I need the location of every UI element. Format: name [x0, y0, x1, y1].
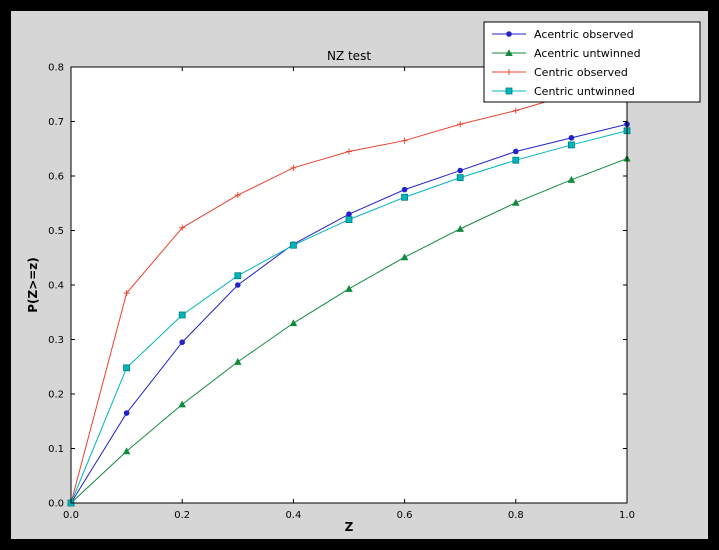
chart-svg: 0.0 0.2 0.4 0.6 0.8 1.0 0.0 0.1 0.2 0.3 0.4 0.5 0.6 0… [26, 21, 701, 534]
x-tick-label: 0.2 [174, 510, 190, 521]
marker-plus [179, 224, 186, 231]
marker-square [401, 193, 409, 201]
marker-circle [179, 339, 185, 346]
marker-plus [401, 137, 408, 144]
marker-square [289, 241, 297, 249]
marker-triangle [178, 400, 186, 408]
y-tick-label: 0.5 [48, 226, 64, 237]
legend-label-acentric-observed: Acentric observed [534, 28, 634, 41]
chart-title: NZ test [327, 49, 371, 63]
marker-triangle [400, 253, 409, 261]
x-axis-label: Z [345, 520, 354, 534]
marker-circle [346, 211, 352, 217]
marker-circle [235, 282, 241, 288]
marker-plus [457, 121, 464, 128]
marker-triangle [456, 225, 464, 232]
marker-plus [234, 192, 241, 199]
y-tick-label: 0.7 [48, 117, 64, 128]
plot-area [71, 67, 627, 503]
marker-circle [401, 186, 408, 193]
y-tick-label: 0.6 [48, 172, 64, 183]
y-tick-label: 0.1 [48, 444, 64, 455]
marker-square [345, 216, 353, 224]
marker-plus [506, 69, 512, 75]
x-tick-label: 0.4 [285, 510, 301, 521]
marker-circle [568, 135, 575, 141]
x-tick-label: 0.6 [397, 510, 413, 521]
x-tick-label: 0.8 [508, 510, 524, 521]
marker-triangle [289, 319, 298, 327]
marker-circle [123, 410, 130, 416]
marker-square [234, 272, 242, 280]
y-tick-label: 0.0 [48, 499, 64, 510]
marker-triangle [234, 358, 242, 365]
y-tick-label: 0.4 [48, 281, 64, 292]
marker-triangle [345, 285, 353, 292]
marker-circle [513, 148, 519, 155]
marker-plus [346, 148, 352, 155]
legend-label-acentric-untwinned: Acentric untwinned [534, 47, 641, 60]
marker-square [505, 87, 513, 95]
x-tick-label: 0.0 [63, 510, 79, 521]
legend-label-centric-observed: Centric observed [534, 66, 628, 79]
marker-triangle [512, 198, 520, 206]
marker-triangle [122, 447, 131, 455]
legend-label-centric-untwinned: Centric untwinned [534, 85, 635, 98]
marker-plus [123, 290, 130, 297]
x-tick-label: 1.0 [619, 510, 635, 521]
ticks-layer: 0.0 0.2 0.4 0.6 0.8 1.0 0.0 0.1 0.2 0.3 0.4 0.5 0.6 0… [48, 63, 635, 522]
y-tick-label: 0.3 [48, 335, 64, 346]
y-tick-label: 0.8 [48, 63, 64, 74]
legend: Acentric observed Acentric untwinned Centr… [483, 21, 701, 103]
y-tick-label: 0.2 [48, 390, 64, 401]
marker-plus [290, 164, 297, 171]
marker-square [123, 364, 130, 372]
marker-square [512, 156, 520, 164]
series-layer [67, 77, 631, 507]
marker-circle [506, 31, 512, 37]
marker-plus [512, 107, 519, 114]
marker-square [178, 311, 186, 319]
matplotlib-figure: 0.0 0.2 0.4 0.6 0.8 1.0 0.0 0.1 0.2 0.3 0.4 0.5 0.6 0… [11, 11, 708, 539]
y-axis-label: P(Z>=z) [26, 257, 40, 313]
marker-triangle [567, 176, 576, 183]
marker-square [568, 141, 575, 149]
legend-box [483, 21, 701, 103]
marker-triangle [505, 49, 513, 56]
marker-circle [457, 167, 464, 174]
marker-square [456, 174, 464, 182]
